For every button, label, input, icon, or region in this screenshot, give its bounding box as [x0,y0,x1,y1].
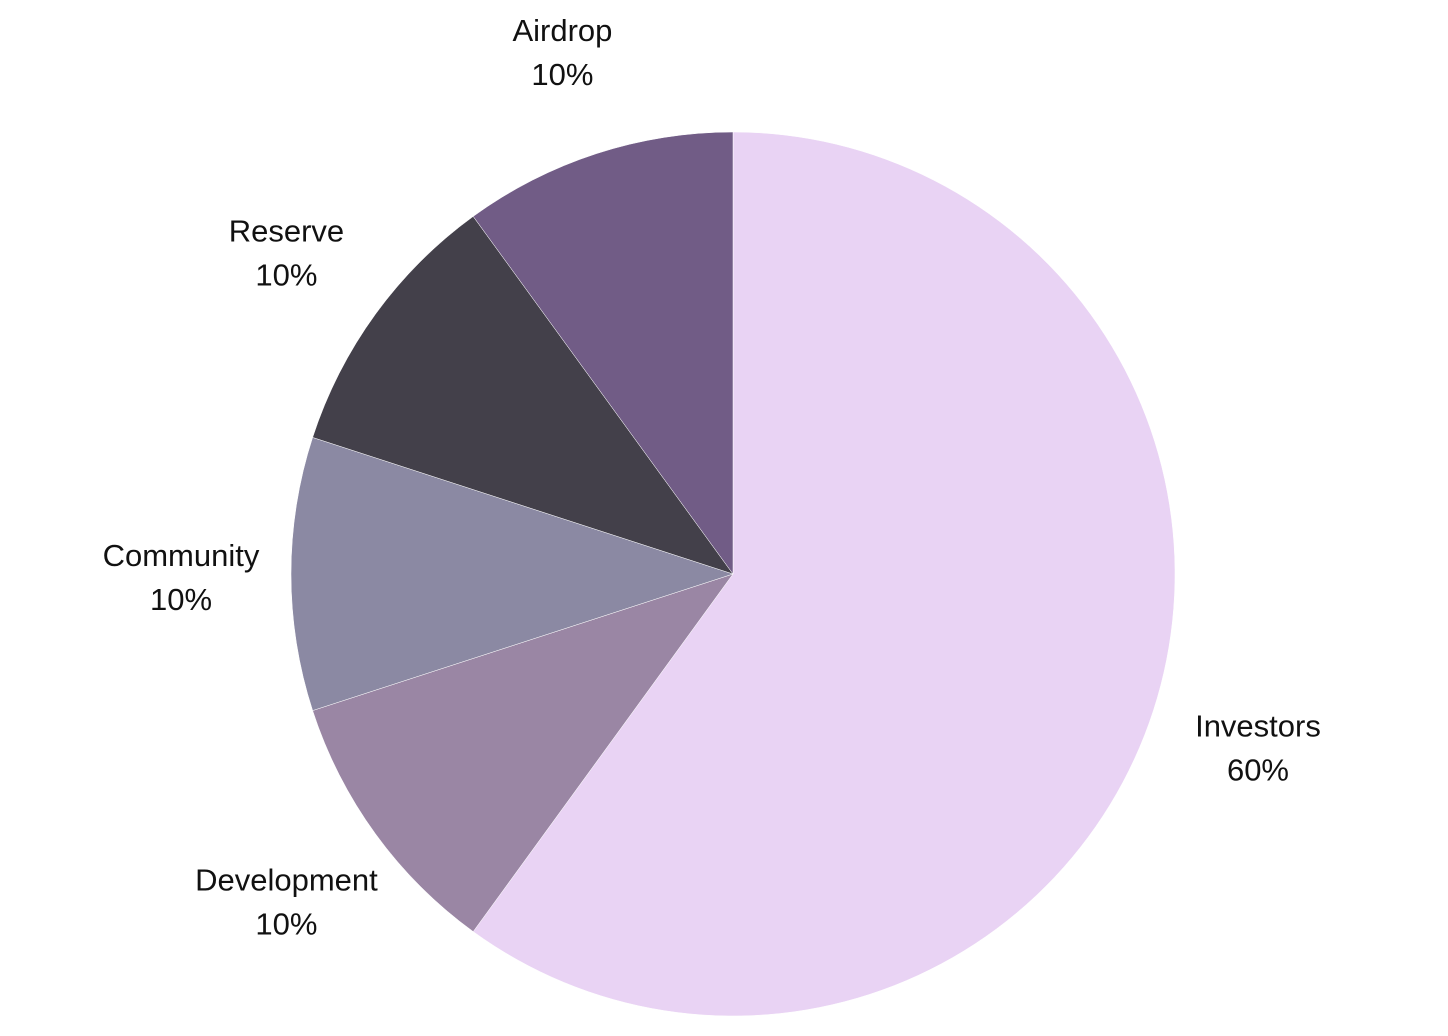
pie-labels: Investors 60% Development 10% Community 10% Re… [103,13,1321,941]
pie-slice-development [312,573,734,932]
slice-percent-reserve: 10% [255,258,317,293]
pie-slice-airdrop [472,131,734,575]
pie-slices [290,131,1176,1017]
pie-slice-community [290,437,734,711]
slice-label-reserve: Reserve [229,214,344,249]
slice-percent-investors: 60% [1227,753,1289,788]
slice-percent-development: 10% [255,906,317,941]
slice-label-investors: Investors [1195,709,1321,744]
slice-percent-community: 10% [150,582,212,617]
slice-percent-airdrop: 10% [531,57,593,92]
pie-slice-reserve [312,216,734,575]
slice-label-community: Community [103,538,260,573]
pie-slice-investors [472,131,1176,1017]
slice-label-development: Development [195,862,378,897]
slice-label-airdrop: Airdrop [512,13,612,48]
